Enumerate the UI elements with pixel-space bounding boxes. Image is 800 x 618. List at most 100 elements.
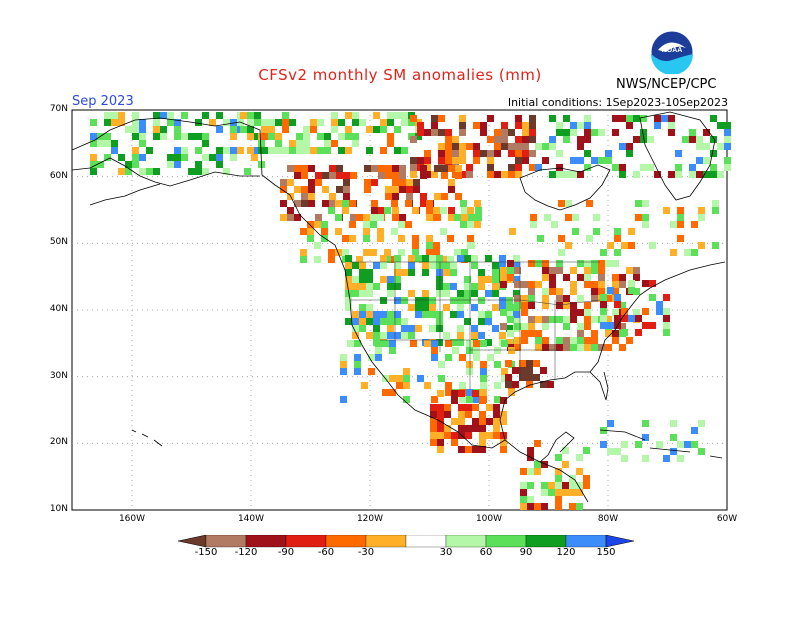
anomaly-cell — [562, 447, 569, 454]
anomaly-cell — [396, 375, 403, 382]
anomaly-cell — [698, 448, 705, 455]
anomaly-cell — [677, 221, 684, 228]
anomaly-cell — [691, 441, 698, 448]
anomaly-cell — [583, 482, 590, 489]
anomaly-cell — [287, 207, 294, 214]
anomaly-cell — [366, 318, 373, 325]
anomaly-cell — [308, 200, 315, 207]
anomaly-cell — [378, 207, 385, 214]
anomaly-cell — [438, 143, 445, 150]
anomaly-cell — [471, 283, 478, 290]
anomaly-cell — [519, 374, 526, 381]
anomaly-cell — [487, 150, 494, 157]
anomaly-cell — [549, 288, 556, 295]
anomaly-cell — [261, 133, 268, 140]
legend-swatch — [445, 535, 487, 548]
anomaly-cell — [160, 112, 167, 119]
anomaly-cell — [570, 281, 577, 288]
anomaly-cell — [500, 439, 507, 446]
anomaly-cell — [584, 337, 591, 344]
anomaly-cell — [614, 448, 621, 455]
anomaly-cell — [466, 368, 473, 375]
anomaly-cell — [424, 164, 431, 171]
anomaly-cell — [445, 157, 452, 164]
anomaly-cell — [444, 425, 451, 432]
legend-swatch — [525, 535, 567, 548]
anomaly-cell — [605, 260, 612, 267]
anomaly-cell — [322, 186, 329, 193]
anomaly-cell — [308, 179, 315, 186]
agency-label: NWS/NCEP/CPC — [616, 77, 717, 92]
anomaly-cell — [195, 161, 202, 168]
anomaly-cell — [352, 332, 359, 339]
anomaly-cell — [527, 482, 534, 489]
anomaly-cell — [569, 489, 576, 496]
anomaly-cell — [521, 309, 528, 316]
anomaly-cell — [474, 200, 481, 207]
anomaly-cell — [689, 129, 696, 136]
anomaly-cell — [380, 262, 387, 269]
anomaly-cell — [549, 171, 556, 178]
anomaly-cell — [132, 119, 139, 126]
anomaly-cell — [417, 157, 424, 164]
anomaly-cell — [97, 161, 104, 168]
anomaly-cell — [443, 262, 450, 269]
anomaly-cell — [314, 256, 321, 263]
anomaly-cell — [492, 325, 499, 332]
anomaly-cell — [458, 404, 465, 411]
anomaly-cell — [174, 147, 181, 154]
anomaly-cell — [387, 332, 394, 339]
anomaly-cell — [584, 302, 591, 309]
anomaly-cell — [480, 129, 487, 136]
anomaly-cell — [431, 354, 438, 361]
anomaly-cell — [635, 200, 642, 207]
anomaly-cell — [542, 267, 549, 274]
anomaly-cell — [167, 119, 174, 126]
anomaly-cell — [321, 221, 328, 228]
anomaly-cell — [522, 150, 529, 157]
anomaly-cell — [479, 425, 486, 432]
anomaly-cell — [508, 164, 515, 171]
anomaly-cell — [605, 295, 612, 302]
anomaly-cell — [528, 323, 535, 330]
anomaly-cell — [392, 207, 399, 214]
anomaly-cell — [391, 200, 398, 207]
anomaly-cell — [479, 439, 486, 446]
anomaly-cell — [405, 200, 412, 207]
anomaly-cell — [522, 157, 529, 164]
anomaly-cell — [556, 260, 563, 267]
anomaly-cell — [626, 337, 633, 344]
anomaly-cell — [465, 446, 472, 453]
anomaly-cell — [515, 115, 522, 122]
anomaly-cell — [440, 256, 447, 263]
anomaly-cell — [436, 290, 443, 297]
anomaly-cell — [619, 164, 626, 171]
anomaly-cell — [167, 154, 174, 161]
anomaly-cell — [438, 157, 445, 164]
anomaly-cell — [540, 381, 547, 388]
anomaly-cell — [371, 165, 378, 172]
anomaly-cell — [584, 309, 591, 316]
anomaly-cell — [132, 126, 139, 133]
anomaly-cell — [492, 269, 499, 276]
anomaly-cell — [352, 133, 359, 140]
anomaly-cell — [633, 309, 640, 316]
anomaly-cell — [500, 446, 507, 453]
anomaly-cell — [526, 367, 533, 374]
anomaly-cell — [605, 150, 612, 157]
anomaly-cell — [480, 375, 487, 382]
anomaly-cell — [322, 200, 329, 207]
anomaly-cell — [577, 337, 584, 344]
anomaly-cell — [410, 164, 417, 171]
anomaly-cell — [359, 290, 366, 297]
anomaly-cell — [349, 200, 356, 207]
anomaly-cell — [359, 269, 366, 276]
anomaly-cell — [340, 368, 347, 375]
anomaly-cell — [642, 200, 649, 207]
anomaly-cell — [426, 200, 433, 207]
anomaly-cell — [551, 221, 558, 228]
anomaly-cell — [466, 143, 473, 150]
anomaly-cell — [563, 171, 570, 178]
anomaly-cell — [577, 136, 584, 143]
anomaly-cell — [670, 448, 677, 455]
